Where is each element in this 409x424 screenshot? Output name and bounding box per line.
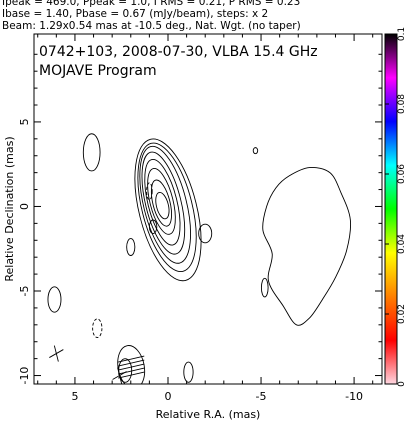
extended-emission-contour xyxy=(262,167,352,326)
core-contour-level-1 xyxy=(134,138,202,282)
contour-layer xyxy=(47,133,352,384)
colorbar-tick-label: 0.02 xyxy=(397,304,407,324)
plot-frame xyxy=(33,33,383,385)
axis-ticks: 5 0 -5 -10 5 0 -5 -10 xyxy=(18,34,382,403)
plot-title: 0742+103, 2008-07-30, VLBA 15.4 GHz xyxy=(39,44,318,60)
x-tick-label: -10 xyxy=(345,390,363,403)
beam-hatch xyxy=(118,359,145,367)
core-contour-level-8 xyxy=(155,191,170,220)
core-contour-level-7 xyxy=(150,179,173,227)
island-contour xyxy=(183,361,194,383)
x-tick-label: 0 xyxy=(164,390,171,403)
header-line-2: Ibase = 1.40, Pbase = 0.67 (mJy/beam), s… xyxy=(2,8,269,20)
beam-ellipse xyxy=(117,345,146,384)
island-contour xyxy=(82,133,101,172)
core-contour-level-3 xyxy=(139,145,191,264)
beam-hatch xyxy=(118,355,145,363)
colorbar-ticks: 0 0.02 0.04 0.06 0.08 0.1 xyxy=(385,27,407,387)
island-contour xyxy=(260,277,269,298)
y-tick-label: 0 xyxy=(18,203,31,210)
colorbar-tick-label: 0.06 xyxy=(397,164,407,184)
header-line-1: Ipeak = 469.0, Ppeak = 1.0, I RMS = 0.21… xyxy=(2,0,301,8)
core-contour-level-5 xyxy=(144,158,181,246)
core-contour-level-2 xyxy=(137,142,197,273)
negative-contour xyxy=(92,318,103,338)
island-contour xyxy=(148,219,158,234)
island-contour xyxy=(198,223,213,244)
island-contour xyxy=(47,286,62,313)
core-contour-level-6 xyxy=(147,168,176,235)
colorbar xyxy=(384,33,398,385)
colorbar-tick-label: 0.04 xyxy=(397,234,407,254)
beam-hatch xyxy=(118,363,145,371)
x-tick-label: 5 xyxy=(71,390,78,403)
header-line-3: Beam: 1.29x0.54 mas at -10.5 deg., Nat. … xyxy=(2,20,301,32)
core-contour-level-4 xyxy=(141,151,186,255)
negative-contour xyxy=(146,182,153,201)
y-tick-label: 5 xyxy=(18,118,31,125)
colorbar-tick-label: 0.08 xyxy=(397,94,407,114)
y-axis-label: Relative Declination (mas) xyxy=(3,136,16,281)
island-contour xyxy=(252,147,259,155)
y-tick-label: -5 xyxy=(18,286,31,297)
island-contour xyxy=(126,238,136,256)
x-axis-label: Relative R.A. (mas) xyxy=(156,408,261,421)
marker-cross-b xyxy=(53,345,59,362)
colorbar-tick-label: 0.1 xyxy=(397,27,407,41)
x-tick-label: -5 xyxy=(256,390,267,403)
y-tick-label: -10 xyxy=(18,367,31,385)
colorbar-tick-label: 0 xyxy=(397,381,407,387)
plot-subtitle: MOJAVE Program xyxy=(39,63,157,79)
beam-hatch xyxy=(118,371,145,379)
beam-hatch xyxy=(118,367,145,375)
